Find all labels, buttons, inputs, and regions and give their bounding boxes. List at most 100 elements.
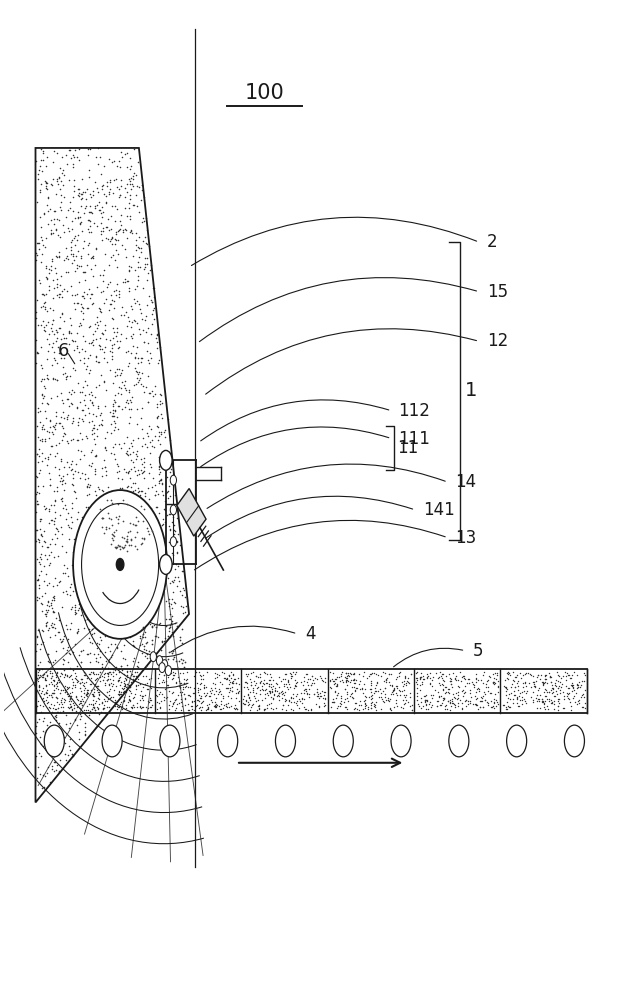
Point (121, 684, 131, 700)
Point (70, 679, 80, 695)
Point (76, 198, 86, 214)
Point (121, 318, 131, 334)
Point (163, 554, 173, 570)
Point (450, 670, 460, 686)
Point (411, 670, 422, 686)
Point (252, 702, 262, 718)
Circle shape (44, 725, 64, 757)
Point (337, 672, 347, 688)
Point (349, 671, 359, 687)
Point (130, 517, 140, 533)
Point (444, 702, 455, 718)
Point (82, 555, 92, 571)
Point (39, 205, 50, 221)
Point (133, 366, 144, 382)
Point (165, 619, 175, 635)
Point (103, 671, 113, 687)
Point (502, 664, 512, 680)
Point (49, 143, 59, 159)
Point (140, 528, 150, 544)
Point (48, 719, 58, 735)
Point (158, 537, 168, 553)
Point (116, 658, 126, 674)
Point (95, 691, 105, 707)
Point (59, 652, 69, 668)
Point (579, 682, 589, 698)
Point (533, 667, 543, 683)
Point (553, 702, 563, 718)
Point (137, 688, 147, 704)
Point (177, 621, 187, 637)
Point (46, 687, 57, 703)
Point (93, 700, 103, 716)
Point (387, 678, 397, 694)
Point (50, 754, 60, 770)
Point (133, 484, 143, 500)
Point (41, 317, 51, 333)
Point (139, 459, 149, 475)
Point (116, 307, 126, 323)
Point (60, 497, 70, 513)
Point (121, 672, 131, 688)
Point (119, 515, 130, 531)
Point (535, 700, 545, 716)
Point (319, 684, 329, 700)
Point (163, 483, 173, 499)
Point (138, 430, 149, 446)
Point (107, 517, 117, 533)
Point (537, 691, 547, 707)
Point (73, 621, 83, 637)
Point (45, 727, 55, 743)
Point (36, 254, 46, 270)
Point (74, 185, 84, 201)
Point (120, 241, 130, 257)
Point (469, 696, 479, 712)
Point (82, 682, 92, 698)
Point (385, 677, 395, 693)
Point (116, 207, 126, 223)
Point (307, 668, 318, 684)
Point (139, 189, 149, 205)
Point (192, 680, 203, 696)
Point (132, 364, 142, 380)
Point (109, 682, 119, 698)
Point (152, 542, 163, 558)
Point (65, 691, 75, 707)
Point (98, 701, 108, 717)
Point (100, 246, 110, 262)
Point (70, 490, 81, 506)
Point (446, 676, 456, 692)
Point (121, 399, 131, 415)
Point (206, 685, 216, 701)
Point (69, 483, 79, 499)
Point (137, 233, 147, 249)
Point (41, 742, 51, 758)
Point (327, 671, 337, 687)
Point (34, 448, 44, 464)
Point (70, 604, 80, 620)
Point (126, 438, 137, 454)
Point (507, 676, 517, 692)
Point (49, 344, 59, 360)
Point (117, 401, 127, 417)
Point (167, 573, 177, 589)
Point (254, 700, 264, 716)
Point (124, 401, 135, 417)
Point (58, 651, 69, 667)
Point (427, 672, 438, 688)
Point (51, 265, 61, 281)
Point (394, 664, 404, 680)
Point (41, 323, 51, 339)
Point (402, 673, 412, 689)
Point (219, 697, 229, 713)
Point (105, 274, 116, 290)
Point (471, 684, 481, 700)
Point (540, 701, 550, 717)
Point (97, 209, 107, 225)
Point (84, 696, 95, 712)
Point (88, 406, 98, 422)
Point (319, 695, 330, 711)
Point (104, 151, 114, 167)
Point (112, 320, 123, 336)
Point (80, 719, 90, 735)
